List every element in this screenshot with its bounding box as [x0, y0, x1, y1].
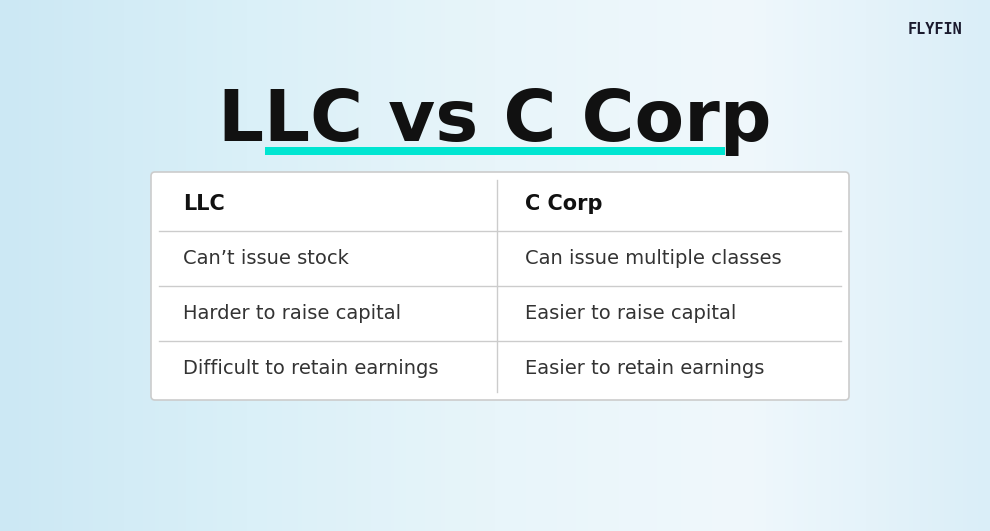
Text: Harder to raise capital: Harder to raise capital — [183, 304, 401, 323]
Text: C Corp: C Corp — [525, 193, 602, 213]
Text: Can’t issue stock: Can’t issue stock — [183, 249, 348, 268]
Text: LLC vs C Corp: LLC vs C Corp — [218, 87, 772, 156]
Text: Difficult to retain earnings: Difficult to retain earnings — [183, 359, 439, 378]
Text: Can issue multiple classes: Can issue multiple classes — [525, 249, 781, 268]
Text: Easier to raise capital: Easier to raise capital — [525, 304, 736, 323]
FancyBboxPatch shape — [151, 172, 849, 400]
Text: FLYFIN: FLYFIN — [908, 21, 962, 37]
Text: LLC: LLC — [183, 193, 225, 213]
FancyBboxPatch shape — [265, 147, 725, 155]
Text: Easier to retain earnings: Easier to retain earnings — [525, 359, 764, 378]
